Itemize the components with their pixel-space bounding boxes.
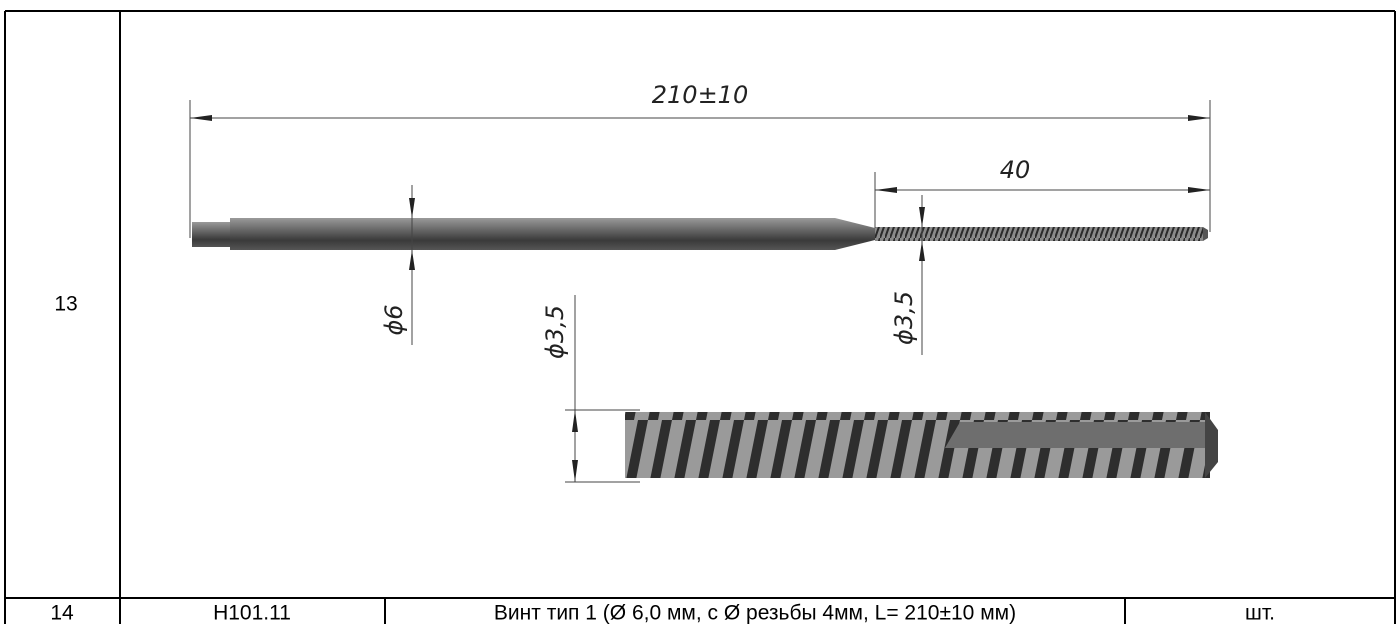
dimension-label: 210±10 [652, 81, 748, 109]
dimension-label: 40 [1000, 156, 1031, 184]
document-table: 13 14 H101.11 Винт тип 1 (Ø 6,0 мм, с Ø … [0, 0, 1400, 624]
row-number: 14 [50, 602, 74, 624]
row-number: 13 [54, 293, 77, 316]
unit: шт. [1245, 602, 1275, 624]
description: Винт тип 1 (Ø 6,0 мм, с Ø резьбы 4мм, L=… [494, 602, 1016, 624]
screw-detail [625, 412, 1218, 478]
article-code: H101.11 [213, 602, 291, 624]
page: {"table": {"rows": [ {"number": "13", "d… [0, 0, 1400, 624]
dimension-label: ϕ3,5 [890, 291, 918, 345]
dimension-label: ϕ3,5 [541, 305, 569, 359]
screw-drawing [192, 218, 1208, 250]
dimension-label: ϕ6 [380, 304, 408, 335]
